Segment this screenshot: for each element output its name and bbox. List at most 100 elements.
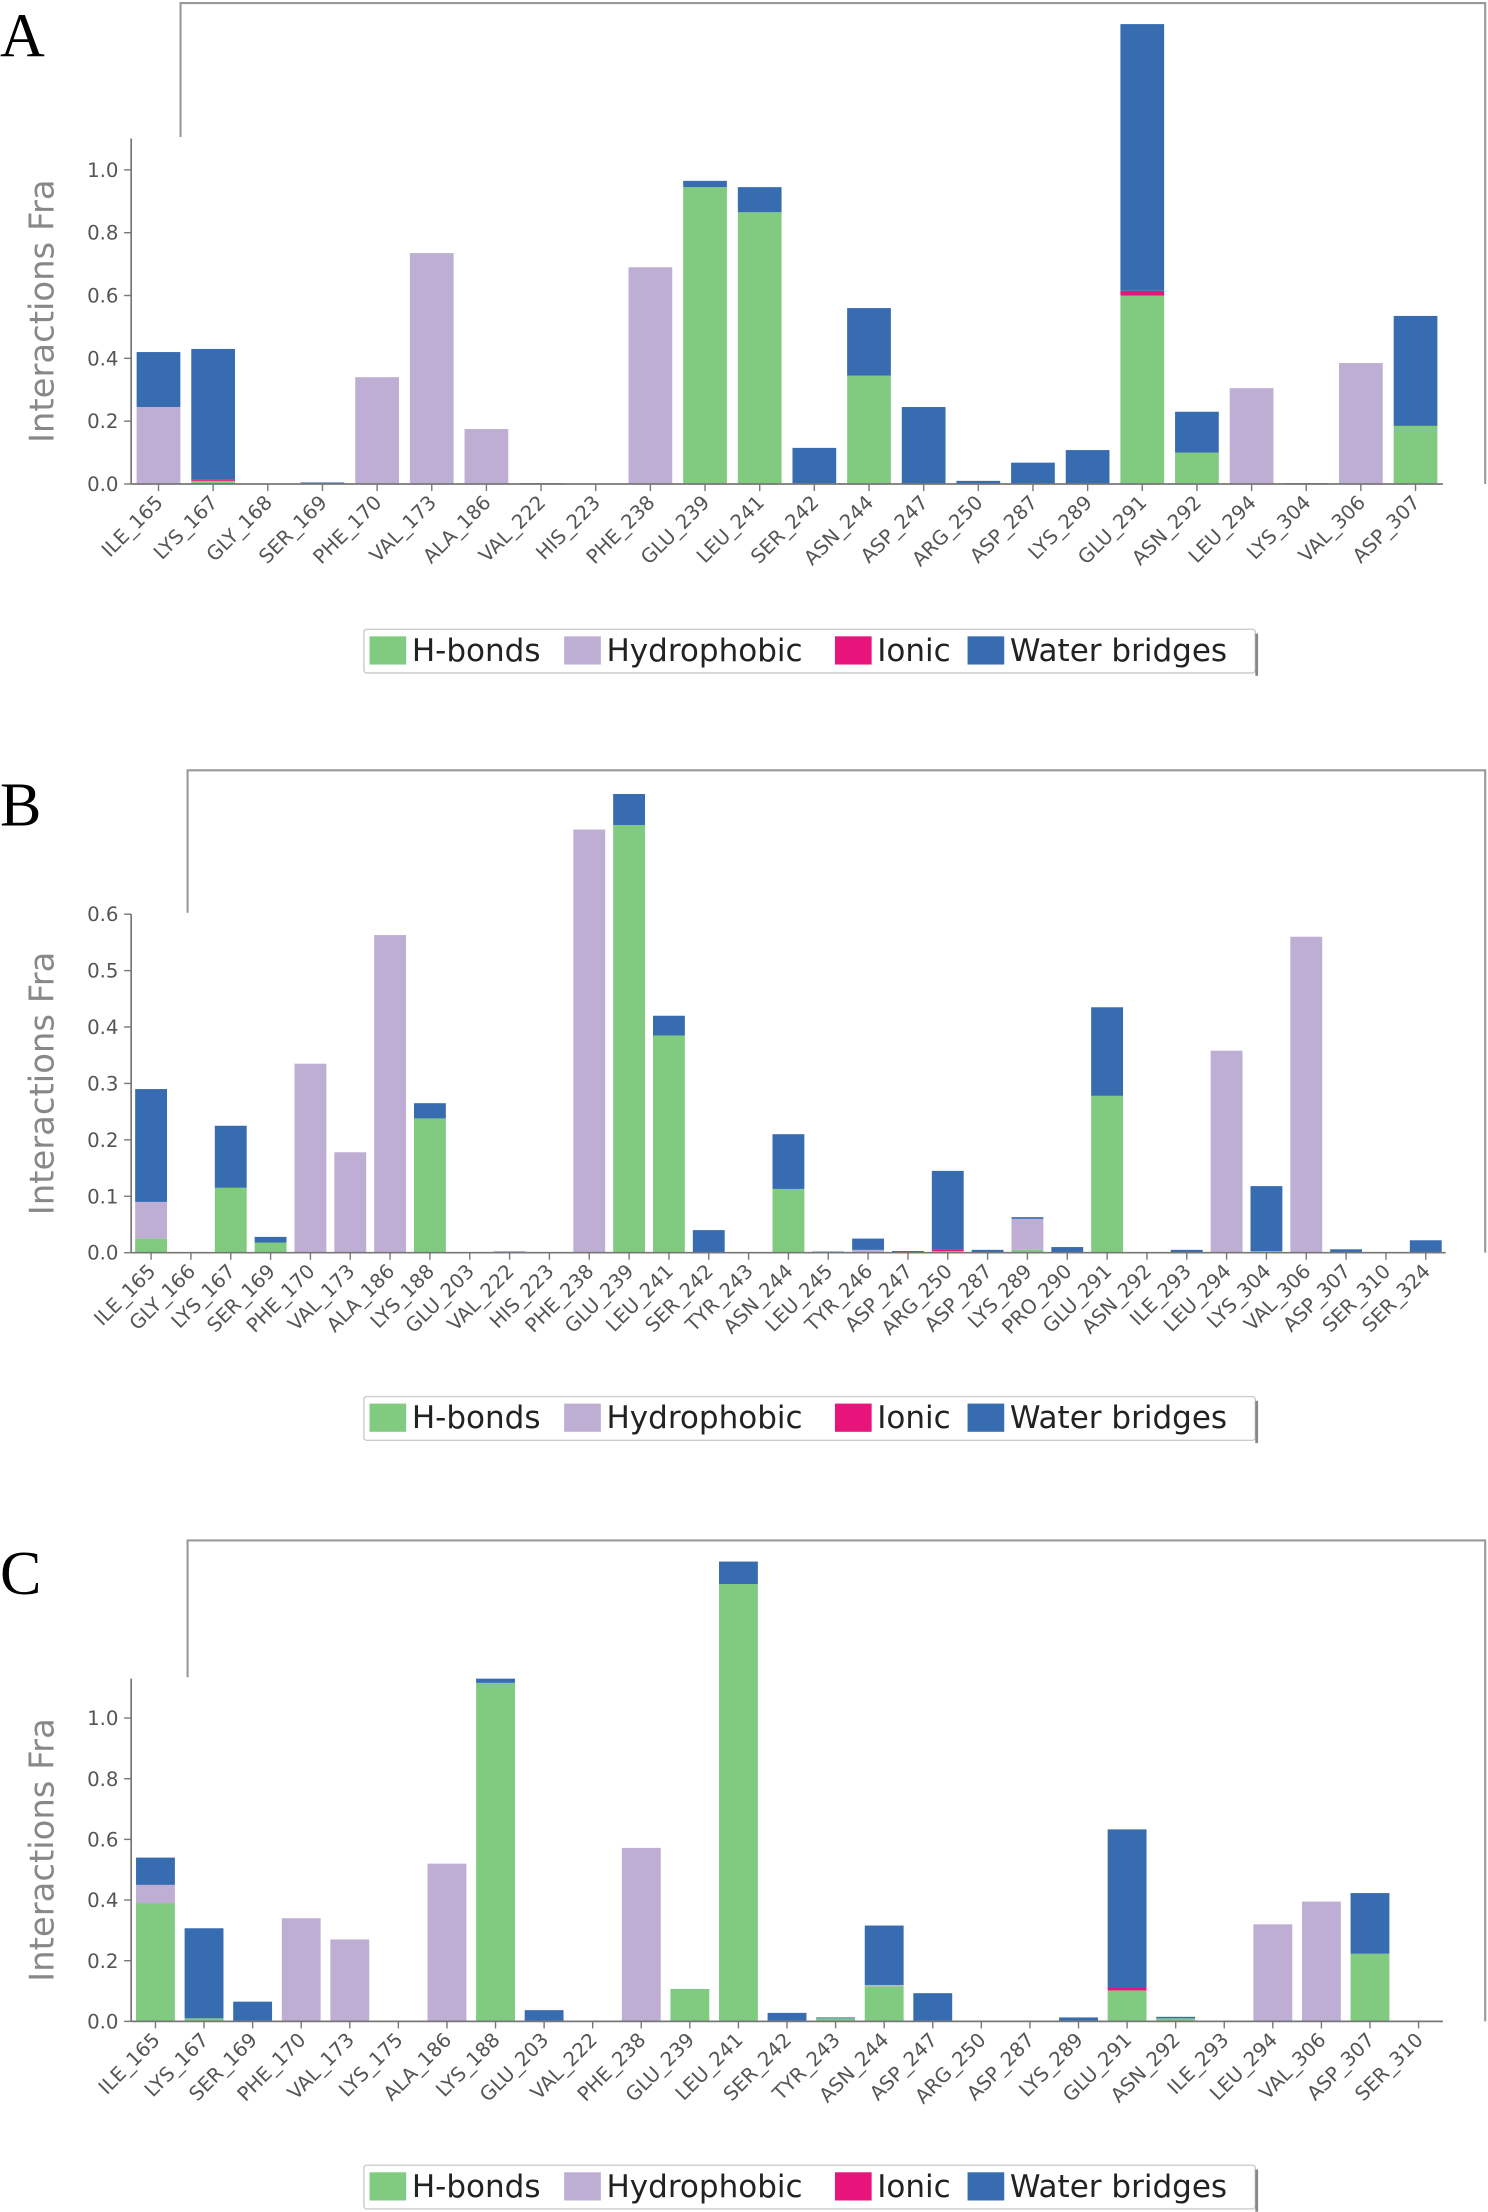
bar: [683, 180, 727, 188]
bar: [652, 1015, 685, 1036]
bar: [135, 1238, 168, 1253]
y-tick-label: 0.4: [87, 1889, 118, 1912]
y-tick-label: 0.6: [87, 1828, 118, 1851]
bar: [136, 352, 181, 408]
y-tick-label: 0.2: [87, 410, 118, 433]
y-tick-label: 0.1: [87, 1185, 118, 1208]
bar: [191, 479, 236, 481]
bar: [464, 429, 509, 485]
bar: [1091, 1095, 1124, 1253]
bar: [374, 935, 407, 1253]
bar: [719, 1561, 758, 1585]
bar: [1339, 363, 1383, 485]
bar: [214, 1125, 247, 1188]
y-tick-label: 0.4: [87, 1016, 118, 1039]
bar: [294, 1063, 327, 1253]
y-tick-label: 0.0: [87, 2010, 118, 2033]
legend-label: Ionic: [877, 633, 950, 669]
legend-label: H-bonds: [412, 633, 541, 669]
frame-mask: [184, 912, 191, 1255]
y-tick-label: 1.0: [87, 1707, 118, 1730]
legend-label: Hydrophobic: [606, 2169, 802, 2205]
bar: [852, 1249, 885, 1253]
bar: [792, 447, 837, 485]
bar: [1120, 295, 1165, 485]
bar: [1059, 2017, 1098, 2022]
bar: [136, 1857, 175, 1885]
legend-label: Ionic: [877, 2169, 950, 2205]
bar: [573, 829, 606, 1253]
legend-label: H-bonds: [412, 2169, 541, 2205]
bar: [1107, 1990, 1147, 2022]
bar: [254, 1242, 287, 1253]
bar: [613, 825, 646, 1253]
bar: [1393, 315, 1438, 426]
legend-label: H-bonds: [412, 1400, 541, 1436]
legend-swatch: [564, 1403, 601, 1432]
bar: [1393, 425, 1438, 485]
bar: [330, 1939, 370, 2022]
bar: [847, 308, 891, 376]
bar: [692, 1230, 725, 1253]
bar: [136, 1903, 175, 2022]
bar: [1409, 1240, 1442, 1253]
bar: [772, 1134, 805, 1189]
bar: [1011, 1217, 1044, 1219]
bar: [931, 1249, 964, 1251]
legend-swatch: [834, 2172, 872, 2201]
bar: [1210, 1050, 1243, 1253]
bar: [931, 1170, 964, 1250]
bar: [184, 1928, 224, 2019]
bar: [1091, 1007, 1124, 1096]
bar: [427, 1863, 467, 2022]
bar: [864, 1925, 904, 1985]
y-axis-label: Interactions Fra: [23, 952, 62, 1216]
legend-label: Water bridges: [1010, 2169, 1227, 2205]
bar: [476, 1678, 515, 1683]
bar: [1011, 1249, 1044, 1253]
legend-swatch: [967, 2172, 1005, 2201]
y-tick-label: 0.8: [87, 1768, 118, 1791]
bar: [1250, 1250, 1283, 1253]
bar: [135, 1089, 168, 1202]
bar: [281, 1918, 321, 2022]
bar: [524, 2010, 564, 2022]
legend-swatch: [564, 2172, 601, 2201]
bar: [816, 2017, 856, 2019]
bar: [1120, 24, 1165, 291]
legend-label: Ionic: [877, 1400, 950, 1436]
bar: [409, 253, 454, 485]
frame-mask: [177, 137, 184, 486]
bar: [652, 1035, 685, 1253]
bar: [670, 1988, 710, 2022]
bar: [355, 377, 399, 485]
bar: [1065, 450, 1110, 485]
bar: [1051, 1247, 1084, 1253]
bar: [772, 1188, 805, 1253]
bar: [1120, 290, 1165, 296]
bar: [864, 1984, 904, 1987]
bar: [913, 1993, 953, 2022]
legend-label: Hydrophobic: [606, 1400, 802, 1436]
bar: [233, 2001, 273, 2022]
bar: [816, 2018, 856, 2022]
panel-label: B: [0, 771, 41, 839]
bar: [1350, 1893, 1390, 1954]
bar: [864, 1986, 904, 2022]
bar: [1175, 411, 1219, 453]
y-tick-label: 0.2: [87, 1950, 118, 1973]
legend-label: Water bridges: [1010, 1400, 1227, 1436]
bar: [413, 1118, 446, 1253]
bar: [901, 407, 946, 485]
bar: [1156, 2018, 1196, 2022]
bar: [1330, 1249, 1363, 1253]
bar: [628, 267, 673, 485]
frame-mask: [184, 1677, 191, 2023]
bar: [1253, 1924, 1293, 2022]
bar: [1011, 462, 1055, 485]
y-tick-label: 0.0: [87, 1242, 118, 1265]
legend-swatch: [834, 1403, 872, 1432]
legend-swatch: [369, 2172, 407, 2201]
